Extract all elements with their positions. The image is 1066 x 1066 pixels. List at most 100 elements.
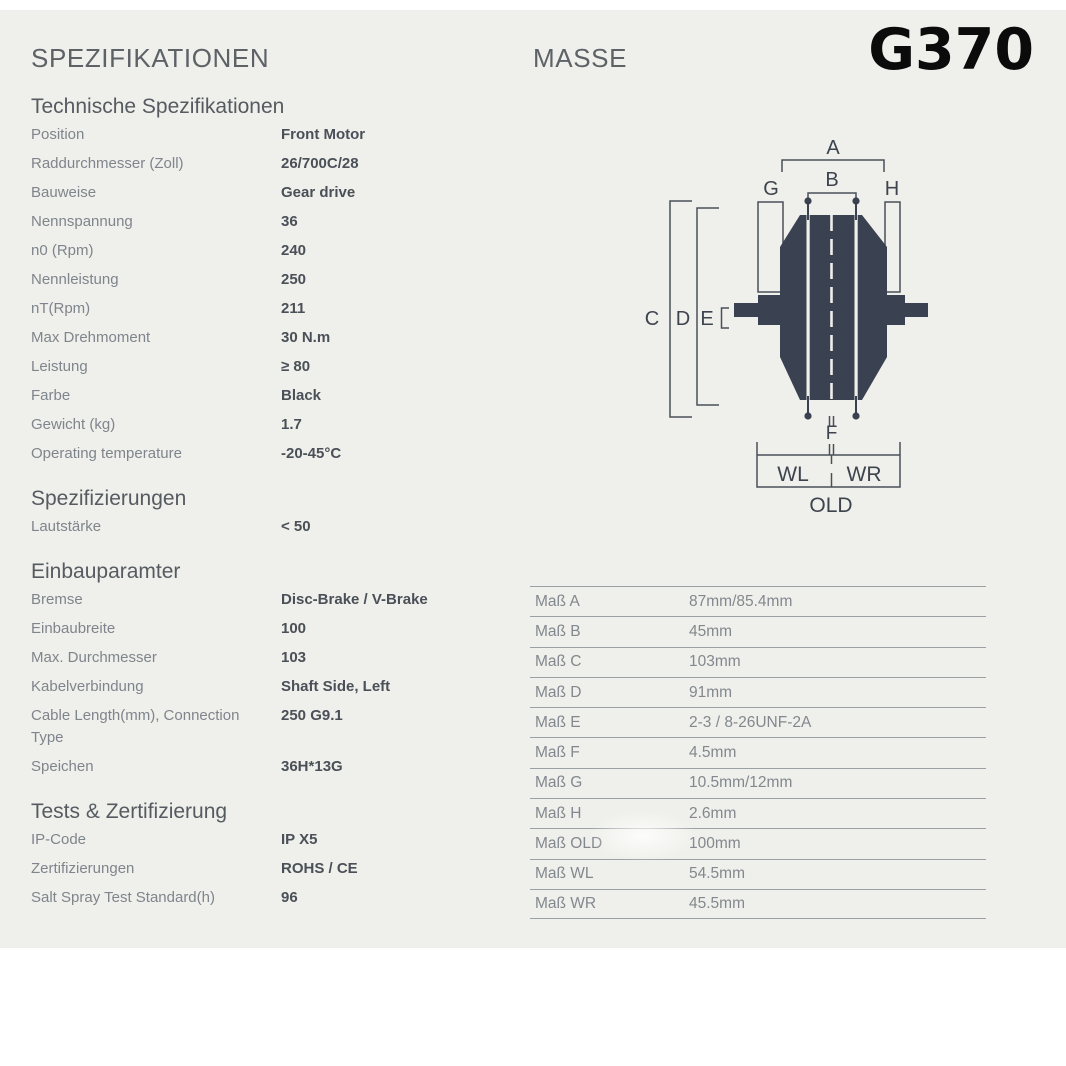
dim-label-e: E [700, 308, 713, 330]
spec-value: -20-45°C [281, 444, 342, 462]
spec-value: Shaft Side, Left [281, 677, 391, 695]
spec-value: 96 [281, 888, 298, 906]
section-title-tests: Tests & Zertifizierung [31, 800, 228, 823]
spec-label: Nennspannung [31, 212, 133, 230]
spec-value: 100 [281, 619, 307, 637]
spec-label: Bauweise [31, 183, 97, 201]
dimension-value: 87mm/85.4mm [689, 592, 793, 610]
dim-bracket-c [669, 200, 692, 418]
dimension-label: Maß A [535, 592, 580, 610]
dim-label-a: A [826, 137, 840, 159]
spec-value: ≥ 80 [281, 357, 311, 375]
spec-value: 250 G9.1 [281, 706, 343, 724]
spec-row: Bauweise Gear drive [31, 178, 513, 207]
spec-label: Bremse [31, 590, 83, 608]
dimension-label: Maß WL [535, 865, 594, 883]
dimension-label: Maß H [535, 804, 582, 822]
dimension-label: Maß C [535, 653, 582, 671]
dimension-value: 103mm [689, 653, 741, 671]
spec-value: 30 N.m [281, 328, 331, 346]
dim-label-wl: WL [777, 463, 809, 486]
dimension-table: Maß A 87mm/85.4mm Maß B 45mm Maß C 103mm Ma… [530, 586, 986, 920]
spec-value: Black [281, 386, 322, 404]
spec-label: Position [31, 125, 85, 143]
dim-bracket-b [807, 192, 857, 204]
spec-label: Nennleistung [31, 270, 119, 288]
dimension-row: Maß D 91mm [530, 676, 986, 707]
spec-row: Bremse Disc-Brake / V-Brake [31, 585, 513, 614]
spec-row: IP-Code IP X5 [31, 825, 513, 854]
spec-value: < 50 [281, 517, 311, 535]
specifications-column: Technische Spezifikationen Position Front… [31, 93, 513, 912]
spec-sheet-panel [0, 10, 1066, 948]
spec-row: Gewicht (kg) 1.7 [31, 410, 513, 439]
spec-label: Raddurchmesser (Zoll) [31, 154, 184, 172]
dimension-label: Maß E [535, 713, 581, 731]
spec-label: Einbaubreite [31, 619, 116, 637]
spec-row: Position Front Motor [31, 120, 513, 149]
spec-label: Salt Spray Test Standard(h) [31, 888, 215, 906]
spec-label: IP-Code [31, 830, 87, 848]
dimension-label: Maß OLD [535, 835, 603, 853]
dimension-label: Maß F [535, 744, 580, 762]
dimension-value: 10.5mm/12mm [689, 774, 793, 792]
spec-value: Front Motor [281, 125, 366, 143]
dimension-row: Maß WL 54.5mm [530, 858, 986, 889]
spec-row: Farbe Black [31, 381, 513, 410]
dimension-row: Maß B 45mm [530, 616, 986, 646]
old-dimension-box [756, 442, 901, 488]
page-title-spezifikationen: SPEZIFIKATIONEN [31, 43, 270, 73]
spec-value: IP X5 [281, 830, 318, 848]
spec-row: Cable Length(mm), Connection Type 250 G9.… [31, 701, 513, 752]
dimension-value: 45mm [689, 622, 733, 640]
spec-row: Speichen 36H*13G [31, 752, 513, 781]
spec-row: Max Drehmoment 30 N.m [31, 323, 513, 352]
spec-row: Salt Spray Test Standard(h) 96 [31, 883, 513, 912]
spec-label: Operating temperature [31, 444, 182, 462]
dropout-bar-g [757, 201, 784, 293]
spec-label: n0 (Rpm) [31, 241, 94, 259]
spec-value: 211 [281, 299, 306, 317]
spec-row: Leistung ≥ 80 [31, 352, 513, 381]
dimension-label: Maß WR [535, 895, 597, 913]
spec-row: Einbaubreite 100 [31, 614, 513, 643]
spec-row: Nennleistung 250 [31, 265, 513, 294]
dim-label-f: F [826, 423, 838, 444]
spec-value: 103 [281, 648, 307, 666]
spec-row: Zertifizierungen ROHS / CE [31, 854, 513, 883]
spec-row: Raddurchmesser (Zoll) 26/700C/28 [31, 149, 513, 178]
spec-value: Disc-Brake / V-Brake [281, 590, 428, 608]
spec-value: 36 [281, 212, 298, 230]
dimension-label: Maß G [535, 774, 583, 792]
page-title-masse: MASSE [533, 43, 628, 73]
spec-label: Speichen [31, 757, 94, 775]
dim-label-b: B [825, 169, 838, 191]
dimension-row: Maß H 2.6mm [530, 798, 986, 828]
dimension-row: Maß G 10.5mm/12mm [530, 767, 986, 798]
spec-label: Zertifizierungen [31, 859, 135, 877]
spec-row: Max. Durchmesser 103 [31, 643, 513, 672]
dimension-row: Maß WR 45.5mm [530, 888, 986, 920]
dim-label-wr: WR [847, 463, 882, 486]
spec-value: 26/700C/28 [281, 154, 359, 172]
spec-value: 240 [281, 241, 307, 259]
dimension-row: Maß F 4.5mm [530, 737, 986, 767]
spec-row: n0 (Rpm) 240 [31, 236, 513, 265]
dimension-row: Maß A 87mm/85.4mm [530, 586, 986, 616]
spec-label: Gewicht (kg) [31, 415, 116, 433]
dim-label-old: OLD [809, 494, 852, 517]
dropout-bar-h [884, 201, 901, 293]
spec-row: Operating temperature -20-45°C [31, 439, 513, 468]
dim-label-d: D [676, 308, 690, 330]
flange-line-right [854, 213, 858, 402]
spec-value: Gear drive [281, 183, 356, 201]
spec-value: 1.7 [281, 415, 302, 433]
spec-label: Max. Durchmesser [31, 648, 157, 666]
spec-label: Kabelverbindung [31, 677, 144, 695]
spec-value: ROHS / CE [281, 859, 358, 877]
dimension-value: 100mm [689, 835, 741, 853]
dimension-value: 91mm [689, 683, 733, 701]
dimension-row: Maß C 103mm [530, 646, 986, 677]
spec-label: Lautstärke [31, 517, 102, 535]
